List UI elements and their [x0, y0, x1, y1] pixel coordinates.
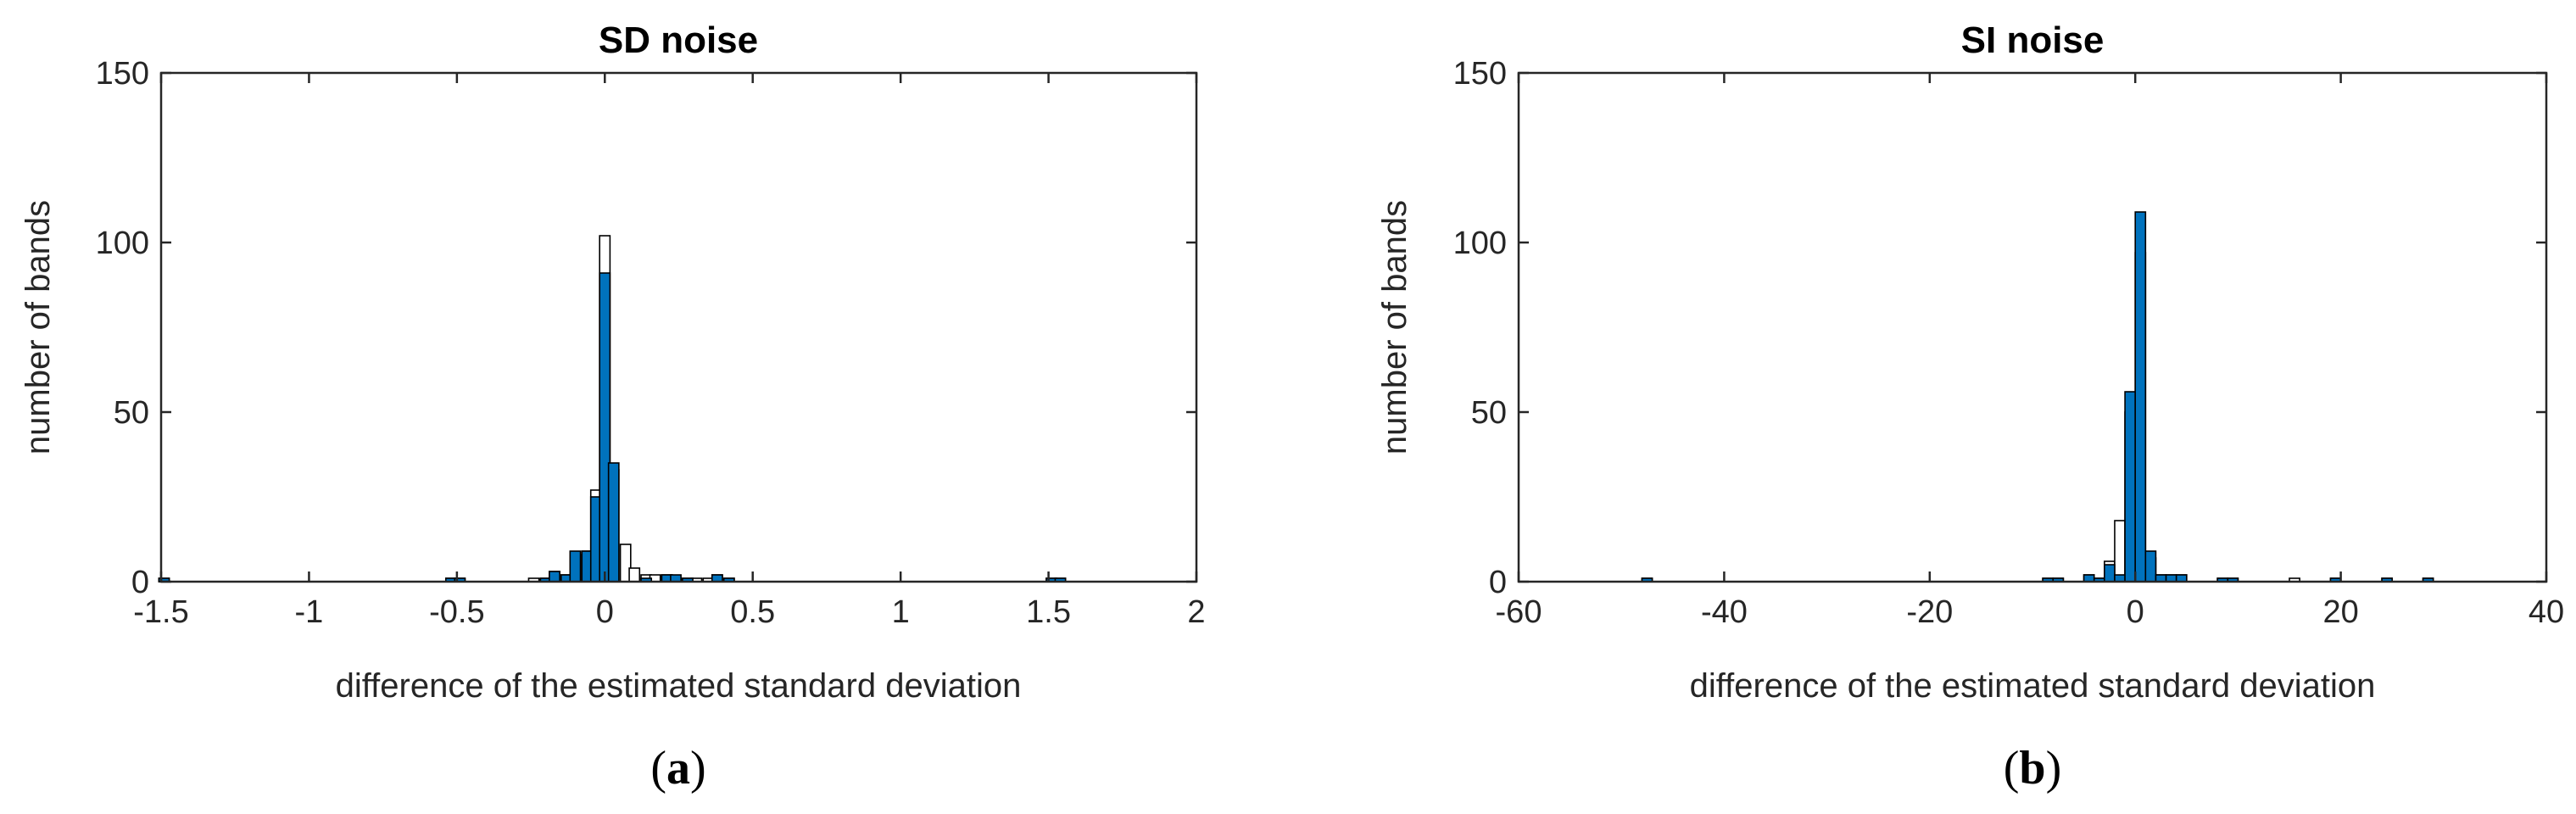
x-tick-label: 20	[2322, 594, 2358, 630]
subcaption-a: (a)	[650, 742, 705, 794]
x-tick-label: 2	[1187, 594, 1205, 630]
bars-sd-noise	[158, 235, 1067, 583]
x-axis-label: difference of the estimated standard dev…	[1690, 667, 2376, 705]
x-tick-label: -1.5	[133, 594, 188, 630]
bars-si-noise	[1641, 211, 2434, 583]
y-tick-label: 0	[131, 565, 149, 600]
y-tick-label: 0	[1489, 565, 1507, 600]
y-tick-label: 50	[114, 395, 149, 431]
ticks-si-noise: -60 -40 -20 0 20 40 0 50 100 150	[1453, 56, 2565, 630]
x-tick-label: 1.5	[1026, 594, 1071, 630]
axes-box	[1517, 71, 2548, 583]
white-bar	[2114, 520, 2126, 583]
y-tick-label: 100	[96, 226, 149, 261]
axes-box	[159, 71, 1198, 583]
chart-title: SI noise	[1961, 20, 2105, 61]
y-tick-label: 150	[96, 56, 149, 92]
x-tick-label: -40	[1701, 594, 1748, 630]
subcaption-b: (b)	[2004, 742, 2061, 794]
panel-sd-noise: -1.5 -1 -0.5 0 0.5 1 1.5 2 0 50 100 150 SD noise di…	[20, 20, 1206, 705]
x-tick-label: -60	[1496, 594, 1542, 630]
x-tick-label: 0	[2127, 594, 2144, 630]
ticks-sd-noise: -1.5 -1 -0.5 0 0.5 1 1.5 2 0 50 100 150	[96, 56, 1206, 630]
white-bar	[628, 567, 641, 583]
blue-bar	[2134, 211, 2147, 583]
x-tick-label: 0	[596, 594, 614, 630]
y-axis-label: number of bands	[1376, 200, 1413, 454]
x-tick-label: 1	[892, 594, 910, 630]
blue-bar	[2124, 391, 2137, 583]
chart-title: SD noise	[599, 20, 758, 61]
blue-bar	[549, 571, 560, 583]
x-tick-label: 40	[2529, 594, 2564, 630]
blue-bar	[607, 462, 620, 583]
x-axis-label: difference of the estimated standard dev…	[336, 667, 1022, 705]
y-axis-label: number of bands	[20, 200, 57, 454]
panel-si-noise: -60 -40 -20 0 20 40 0 50 100 150 SI noise differe…	[1376, 20, 2564, 705]
blue-bar	[2104, 564, 2116, 583]
x-tick-label: -1	[295, 594, 324, 630]
y-tick-label: 100	[1453, 226, 1507, 261]
blue-bar	[2144, 550, 2157, 583]
y-tick-label: 150	[1453, 56, 1507, 92]
x-tick-label: -20	[1906, 594, 1953, 630]
x-tick-label: 0.5	[730, 594, 775, 630]
y-tick-label: 50	[1471, 395, 1507, 431]
x-tick-label: -0.5	[429, 594, 484, 630]
blue-bar	[569, 550, 582, 583]
